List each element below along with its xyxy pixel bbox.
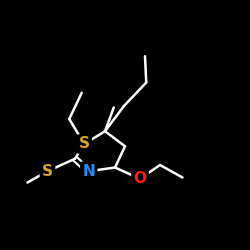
Text: N: N <box>82 164 95 179</box>
Text: O: O <box>134 171 146 186</box>
Text: S: S <box>42 164 53 179</box>
Text: S: S <box>79 136 90 152</box>
